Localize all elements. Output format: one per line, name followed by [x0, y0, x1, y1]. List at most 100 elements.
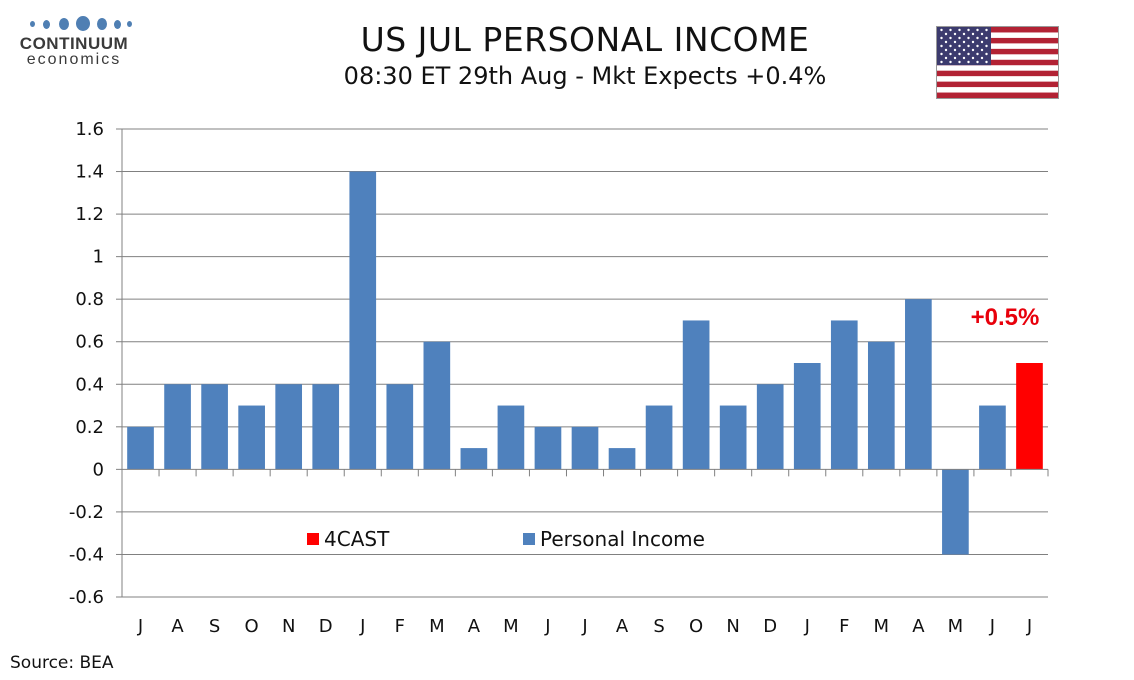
x-tick-label: N: [282, 616, 295, 637]
flag-star: [958, 36, 961, 40]
legend-label-4cast: 4CAST: [324, 527, 390, 551]
bar-personal-income: [275, 384, 303, 470]
legend: 4CAST Personal Income: [307, 527, 705, 551]
x-tick-label: J: [804, 616, 810, 637]
flag-star: [971, 40, 975, 44]
chart-subtitle: 08:30 ET 29th Aug - Mkt Expects +0.4%: [343, 62, 827, 90]
flag-star: [967, 44, 970, 48]
flag-star: [944, 56, 948, 60]
flag-star: [944, 32, 948, 36]
x-tick-label: S: [209, 616, 220, 637]
flag-star: [953, 40, 957, 44]
y-tick-label: 1.6: [75, 119, 104, 140]
chart-title: US JUL PERSONAL INCOME: [360, 20, 810, 59]
flag-star: [976, 52, 979, 56]
x-tick-label: F: [839, 616, 849, 637]
legend-swatch-4cast: [307, 533, 319, 545]
y-tick-label: -0.6: [69, 587, 104, 608]
bar-personal-income: [423, 341, 451, 470]
x-tick-label: M: [948, 616, 964, 637]
flag-star: [953, 56, 957, 60]
brand-sub: economics: [26, 51, 122, 68]
y-tick-label: 1.4: [75, 162, 104, 183]
flag-star: [940, 28, 943, 32]
flag-star: [971, 56, 975, 60]
bar-personal-income: [349, 171, 377, 470]
bar-personal-income: [534, 426, 562, 470]
x-tick-label: O: [689, 616, 703, 637]
bar-personal-income: [979, 405, 1006, 470]
legend-swatch-personal-income: [523, 533, 535, 545]
flag-star: [971, 32, 975, 36]
flag-star: [940, 44, 943, 48]
x-tick-label: S: [653, 616, 664, 637]
flag-star: [980, 56, 984, 60]
x-tick-label: F: [395, 616, 405, 637]
flag-star: [985, 60, 988, 64]
y-tick-label: 0.4: [75, 374, 104, 395]
flag-star: [980, 48, 984, 52]
flag-star: [985, 36, 988, 40]
flag-star: [967, 60, 970, 64]
x-tick-label: J: [544, 616, 550, 637]
bars: [127, 171, 1043, 555]
flag-star: [949, 44, 952, 48]
x-tick-label: O: [245, 616, 259, 637]
flag-star: [980, 32, 984, 36]
flag-star: [967, 28, 970, 32]
x-tick-label: D: [763, 616, 777, 637]
flag-star: [958, 44, 961, 48]
x-tick-label: D: [319, 616, 333, 637]
bar-personal-income: [830, 320, 858, 470]
bar-personal-income: [682, 320, 710, 470]
bar-personal-income: [905, 299, 932, 470]
flag-star: [953, 48, 957, 52]
x-tick-label: J: [359, 616, 365, 637]
bar-personal-income: [201, 384, 228, 470]
x-tick-label: J: [137, 616, 143, 637]
flag-star: [971, 48, 975, 52]
forecast-annotation: +0.5%: [971, 304, 1040, 331]
flag-star: [962, 32, 966, 36]
flag-star: [976, 36, 979, 40]
y-tick-label: 0.8: [75, 289, 104, 310]
flag-star: [944, 40, 948, 44]
y-tick-label: 1: [93, 247, 104, 268]
bar-personal-income: [164, 384, 191, 470]
y-tick-label: -0.2: [69, 502, 104, 523]
x-tick-label: A: [616, 616, 629, 637]
bar-personal-income: [793, 363, 821, 470]
flag-star: [949, 36, 952, 40]
flag-star: [958, 60, 961, 64]
brand-logo: CONTINUUM economics: [14, 14, 134, 69]
flag-star: [967, 52, 970, 56]
flag-star: [985, 28, 988, 32]
flag-star: [949, 28, 952, 32]
y-tick-label: 0: [93, 459, 104, 480]
flag-star: [962, 56, 966, 60]
tick-labels: 1.6 1.4 1.2 1 0.8 0.6 0.4 0.2 0 -0.2 -0.4 -0.6 J A S O N…: [69, 119, 1032, 637]
x-tick-label: M: [429, 616, 445, 637]
bar-personal-income: [719, 405, 747, 470]
source-note: Source: BEA: [10, 653, 114, 673]
axes: [116, 128, 1049, 598]
bar-personal-income: [386, 384, 414, 470]
x-tick-label: J: [989, 616, 995, 637]
x-tick-label: J: [1026, 616, 1032, 637]
bar-personal-income: [571, 426, 599, 470]
bar-personal-income: [460, 448, 488, 470]
x-tick-label: A: [912, 616, 925, 637]
flag-star: [962, 40, 966, 44]
flag-star: [985, 44, 988, 48]
bar-personal-income: [942, 469, 969, 555]
flag-star: [944, 48, 948, 52]
flag-star: [976, 60, 979, 64]
legend-label-personal-income: Personal Income: [540, 527, 705, 551]
flag-star: [980, 40, 984, 44]
flag-star: [953, 32, 957, 36]
bar-personal-income: [608, 448, 636, 470]
y-tick-label: 0.6: [75, 332, 104, 353]
flag-star: [940, 60, 943, 64]
bar-personal-income: [756, 384, 784, 470]
flag-star: [976, 44, 979, 48]
